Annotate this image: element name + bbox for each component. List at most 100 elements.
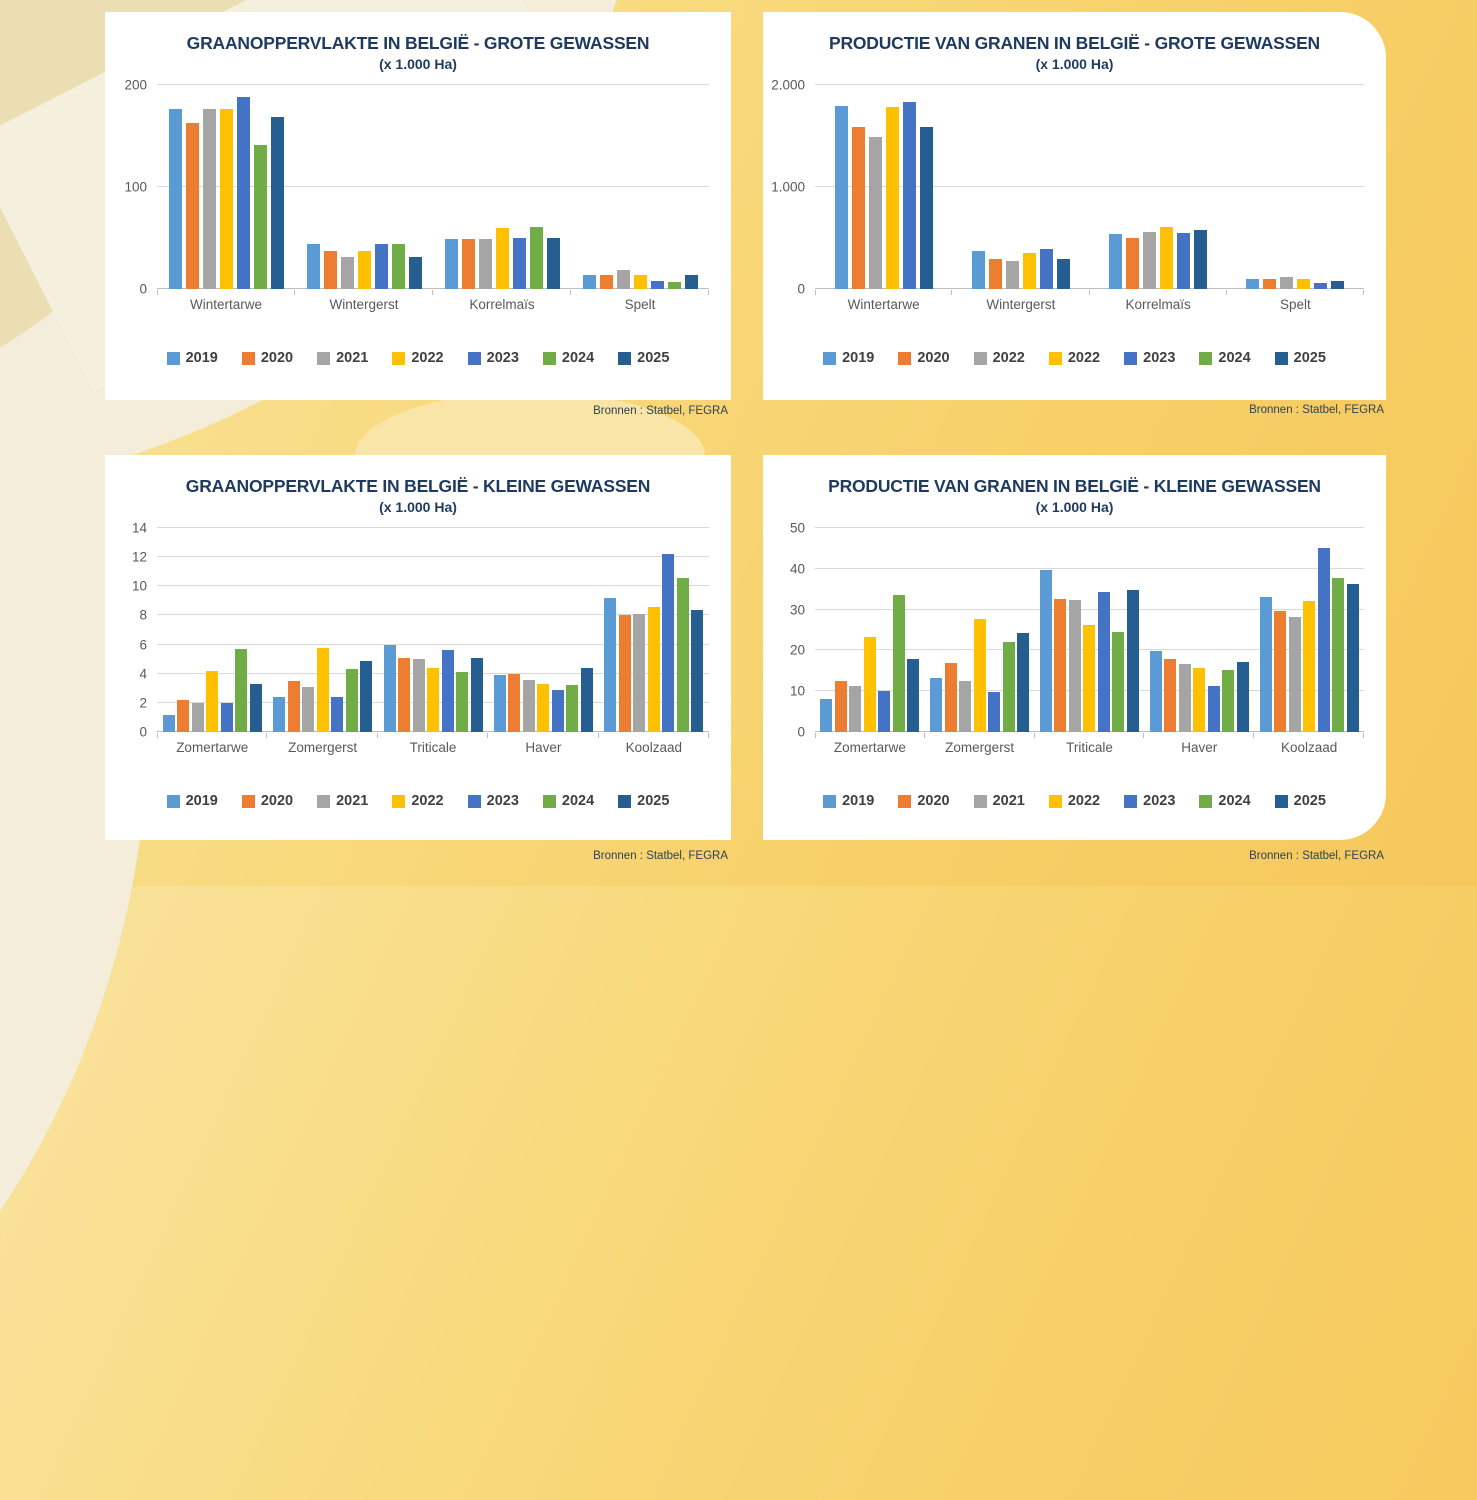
legend-item-2021: 2021 <box>317 793 368 809</box>
bar-2022-korrelmaïs <box>1160 227 1174 289</box>
bar-2019-wintergerst <box>306 244 320 289</box>
gridline <box>157 585 709 587</box>
legend-item-2025: 2025 <box>1274 350 1326 366</box>
chart-subtitle: (x 1.000 Ha) <box>379 499 457 515</box>
legend-item-2025: 2025 <box>1274 793 1326 809</box>
bar-2019-wintergerst <box>971 251 985 289</box>
bar-groups <box>815 528 1364 738</box>
legend-item-2022: 2022 <box>1048 350 1101 366</box>
gridline <box>157 84 709 85</box>
bar-group-wintergerst <box>952 85 1090 295</box>
bar-2019-spelt <box>582 274 596 289</box>
bar-2021-triticale <box>412 659 425 732</box>
legend-label: 2023 <box>1143 350 1176 366</box>
legend-label: 2021 <box>336 350 369 366</box>
legend-item-2021: 2021 <box>317 350 368 366</box>
x-axis-category-label: Zomertarwe <box>833 740 906 755</box>
x-axis-labels: Zomertarwe Zomergerst Triticale Haver Koolza… <box>157 740 709 755</box>
bar-2022-wintergerst <box>1022 252 1036 289</box>
bar-2019-zomergerst <box>273 697 286 732</box>
bar-2025-haver <box>1236 661 1249 732</box>
legend-label: 2020 <box>917 793 950 809</box>
bar-2020-wintergerst <box>988 258 1002 289</box>
y-axis-tick-label: 12 <box>131 549 147 565</box>
y-axis-tick-label: 0 <box>797 724 805 740</box>
bar-2021-wintergerst <box>340 257 354 289</box>
bar-2021-zomertarwe <box>849 686 862 732</box>
bar-2025-koolzaad <box>691 609 704 732</box>
legend-label: 2019 <box>185 350 218 366</box>
bar-2021-korrelmaïs <box>478 239 492 289</box>
bar-2025-haver <box>580 667 593 732</box>
gridline <box>157 186 709 187</box>
bar-2020-triticale <box>1054 599 1067 732</box>
bar-2023-koolzaad <box>662 554 675 732</box>
legend: 2019 2020 2021 2022 2023 2024 2025 <box>105 350 731 366</box>
bar-group-zomertarwe <box>815 528 925 738</box>
legend-label: 2025 <box>1293 793 1326 809</box>
y-axis-tick-label: 50 <box>789 520 805 536</box>
gridline <box>815 84 1364 85</box>
y-axis-tick-label: 6 <box>139 637 147 653</box>
legend-item-2019: 2019 <box>166 793 218 809</box>
x-axis-labels: Zomertarwe Zomergerst Triticale Haver Koolza… <box>815 740 1364 755</box>
gridline <box>157 527 709 528</box>
chart-title: PRODUCTIE VAN GRANEN IN BELGIË - GROTE G… <box>828 33 1320 53</box>
legend-swatch <box>392 351 406 365</box>
bar-2025-wintertarwe <box>270 116 284 289</box>
legend-swatch <box>823 351 837 365</box>
bar-2022-wintergerst <box>357 251 371 289</box>
y-axis-tick-label: 14 <box>131 520 147 536</box>
legend-label: 2025 <box>1293 350 1326 366</box>
bar-group-zomertarwe <box>157 528 268 738</box>
bar-2025-spelt <box>1331 280 1345 289</box>
chart-card-area-kleine-gewassen: GRAANOPPERVLAKTE IN BELGIË - KLEINE GEWA… <box>105 455 731 840</box>
bar-2022-spelt <box>1280 276 1294 289</box>
y-axis-tick-label: 2 <box>139 695 147 711</box>
bar-2024-triticale <box>1112 632 1125 732</box>
bar-2019-zomergerst <box>930 677 943 732</box>
bar-2020-koolzaad <box>618 615 631 732</box>
bar-2020-wintertarwe <box>185 122 199 289</box>
bar-2023-spelt <box>1314 283 1328 289</box>
x-axis-category-label: Zomertarwe <box>176 740 249 755</box>
legend-swatch <box>823 794 837 808</box>
legend-item-2022: 2022 <box>392 793 444 809</box>
legend-label: 2022 <box>992 350 1025 366</box>
legend-swatch <box>898 351 912 365</box>
bar-2020-zomertarwe <box>834 680 847 732</box>
gridline <box>157 614 709 616</box>
y-axis-tick-label: 10 <box>789 683 805 699</box>
gridline <box>815 567 1364 569</box>
bar-2020-spelt <box>599 274 613 289</box>
bar-2022-wintergerst <box>1005 260 1019 289</box>
legend-label: 2019 <box>842 793 875 809</box>
legend-item-2024: 2024 <box>1199 350 1251 366</box>
gridline <box>815 608 1364 610</box>
legend-swatch <box>1048 794 1062 808</box>
bar-2022-spelt <box>633 274 647 289</box>
legend-label: 2023 <box>486 793 519 809</box>
chart-title: GRAANOPPERVLAKTE IN BELGIË - GROTE GEWAS… <box>186 33 650 53</box>
bar-2024-haver <box>566 685 579 732</box>
bar-2024-zomergerst <box>345 669 358 732</box>
chart-title: GRAANOPPERVLAKTE IN BELGIË - KLEINE GEWA… <box>185 476 651 496</box>
bar-2023-wintergerst <box>1039 248 1053 289</box>
legend-swatch <box>1048 351 1062 365</box>
bar-2025-wintergerst <box>1056 258 1070 289</box>
bar-2022-korrelmaïs <box>495 227 509 289</box>
bar-2023-korrelmaïs <box>512 238 526 289</box>
legend-swatch <box>618 794 632 808</box>
legend-label: 2020 <box>260 793 294 809</box>
legend-label: 2021 <box>336 793 369 809</box>
bar-group-korrelmaïs <box>433 85 571 295</box>
legend-item-2020: 2020 <box>241 350 293 366</box>
legend-item-2020: 2020 <box>241 793 294 809</box>
bar-2025-wintertarwe <box>919 126 933 289</box>
legend: 2019 2020 2021 2022 2023 2024 2025 <box>763 793 1386 809</box>
bar-2022-zomergerst <box>973 619 986 732</box>
y-axis-tick-label: 10 <box>131 578 147 594</box>
bar-2025-korrelmaïs <box>546 238 560 289</box>
legend-label: 2022 <box>1067 350 1101 366</box>
bar-2025-spelt <box>684 274 698 289</box>
